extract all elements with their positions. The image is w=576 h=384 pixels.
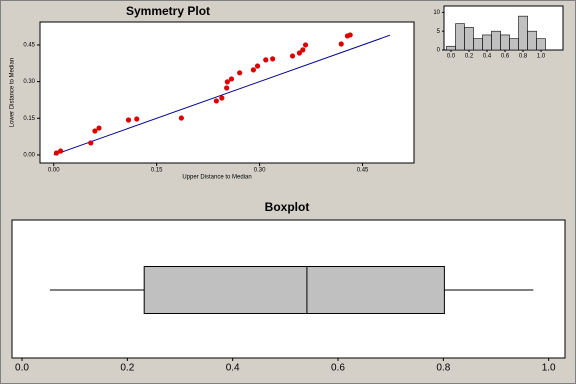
box bbox=[143, 266, 445, 314]
data-point bbox=[347, 32, 353, 38]
data-point bbox=[57, 148, 64, 154]
data-point bbox=[300, 47, 306, 53]
x-tick-label: 0.45 bbox=[357, 168, 369, 174]
y-tick-label: 0.15 bbox=[23, 116, 35, 122]
x-axis-label: Upper Distance to Median bbox=[182, 175, 251, 181]
histogram-bar bbox=[491, 30, 501, 51]
y-tick-label: 0.00 bbox=[23, 153, 35, 159]
data-point bbox=[289, 53, 296, 59]
histogram-bar bbox=[455, 23, 465, 51]
y-axis-label: Lower Distance to Median bbox=[10, 58, 16, 127]
x-tick-label: 0.6 bbox=[501, 54, 510, 60]
y-tick-label: 10 bbox=[433, 10, 440, 16]
histogram-bar bbox=[518, 15, 528, 51]
x-tick-label: 0.2 bbox=[465, 54, 474, 60]
x-tick-label: 0.2 bbox=[120, 363, 134, 374]
histogram-bar bbox=[473, 38, 483, 51]
y-tick-label: 0 bbox=[437, 48, 441, 54]
data-point bbox=[228, 76, 235, 82]
data-point bbox=[224, 85, 230, 91]
data-point bbox=[213, 98, 219, 104]
histogram-bar bbox=[446, 45, 456, 51]
x-tick-label: 0.4 bbox=[483, 54, 492, 60]
data-point bbox=[88, 140, 94, 146]
data-point bbox=[219, 95, 225, 101]
data-point bbox=[296, 50, 302, 56]
data-point bbox=[92, 128, 98, 134]
x-tick-label: 0.00 bbox=[48, 168, 60, 174]
data-point bbox=[96, 125, 102, 131]
data-point bbox=[338, 41, 344, 47]
histogram-bar bbox=[500, 34, 510, 51]
y-tick-label: 5 bbox=[437, 29, 441, 35]
data-point bbox=[250, 67, 257, 73]
data-point bbox=[224, 79, 230, 85]
x-tick-label: 0.0 bbox=[447, 54, 456, 60]
y-tick-label: 0.45 bbox=[23, 43, 35, 49]
data-point bbox=[302, 42, 309, 48]
histogram-bar bbox=[509, 38, 519, 51]
x-tick-label: 1.0 bbox=[537, 54, 546, 60]
x-tick-label: 0.8 bbox=[436, 363, 450, 374]
x-tick-label: 0.30 bbox=[254, 168, 266, 174]
data-point bbox=[125, 117, 132, 123]
histogram-bar bbox=[482, 34, 492, 51]
histogram-bar bbox=[464, 27, 474, 51]
reference-line bbox=[53, 34, 391, 156]
data-point bbox=[134, 116, 140, 122]
x-tick-label: 0.6 bbox=[331, 363, 345, 374]
chart-title: Boxplot bbox=[265, 200, 310, 214]
x-tick-label: 0.4 bbox=[226, 363, 240, 374]
x-tick-label: 0.8 bbox=[519, 54, 528, 60]
data-point bbox=[270, 56, 276, 62]
histogram-bar bbox=[527, 30, 537, 51]
y-tick-label: 0.30 bbox=[23, 79, 35, 85]
x-tick-label: 0.15 bbox=[151, 168, 163, 174]
chart-title: Symmetry Plot bbox=[126, 4, 210, 18]
data-point bbox=[178, 115, 184, 121]
data-point bbox=[254, 63, 261, 69]
data-point bbox=[263, 57, 269, 63]
x-tick-label: 0.0 bbox=[15, 363, 29, 374]
data-point bbox=[237, 70, 243, 76]
data-point bbox=[53, 150, 60, 156]
plot-area bbox=[39, 21, 415, 164]
x-tick-label: 1.0 bbox=[542, 363, 556, 374]
histogram-bar bbox=[536, 38, 546, 51]
